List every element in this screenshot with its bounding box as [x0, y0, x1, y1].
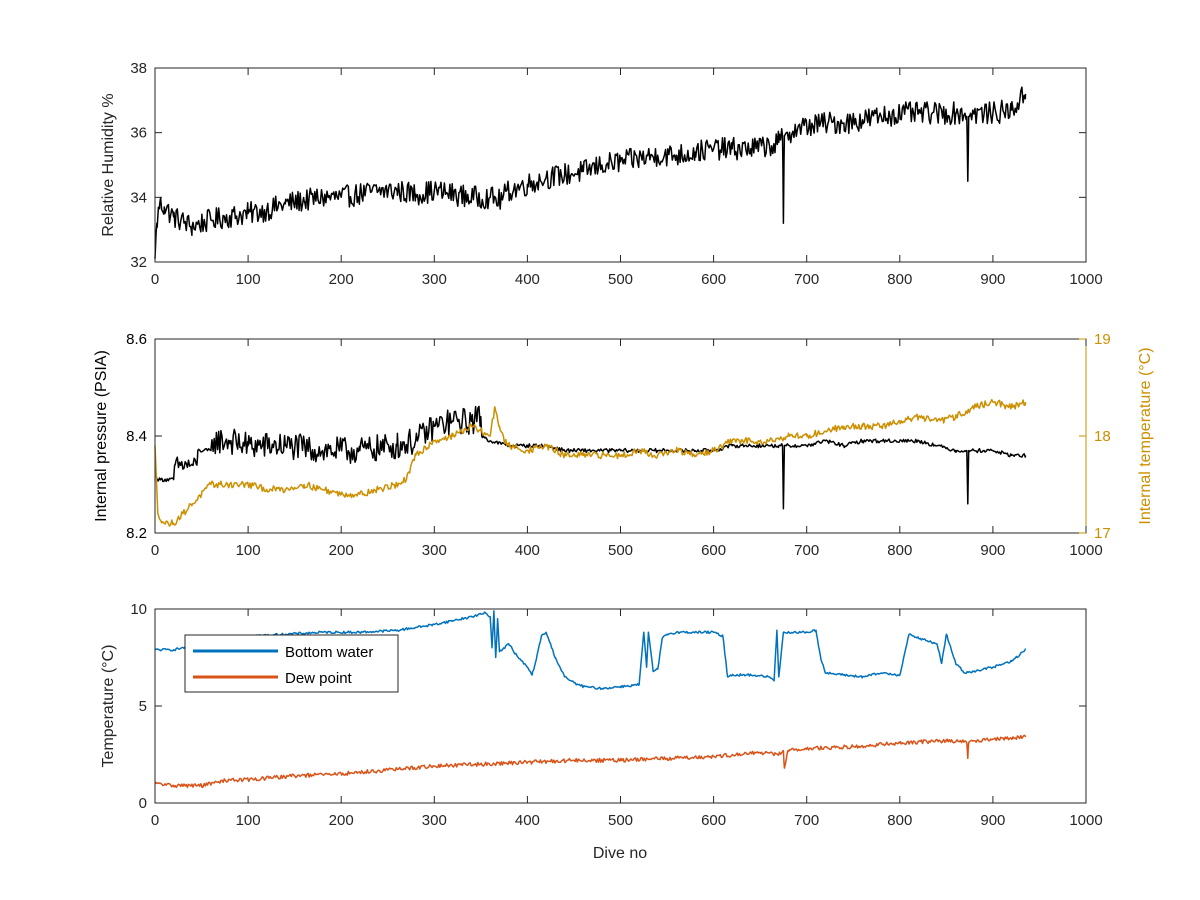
humidity-x-ticks: 0 100 200 300 400 500 600 700 800 900 1000 — [151, 68, 1103, 288]
temperature-x-ticks: 0 100 200 300 400 500 600 700 800 900 1000 — [151, 609, 1103, 829]
pressure-series-0-line — [154, 405, 1027, 510]
temperature-right-y-tick-label: 17 — [1094, 525, 1111, 542]
humidity-y-ticks: 32 34 36 38 — [130, 60, 1086, 271]
humidity-panel: 0 100 200 300 400 500 600 700 800 900 1000 3234363… — [100, 60, 1103, 288]
temperature-right-y-axis-label: Internal temperature (°C) — [1137, 347, 1154, 524]
bottom-water-line — [154, 610, 1027, 691]
humidity-x-tick-label: 200 — [329, 271, 354, 288]
pressure-panel: 0 100 200 300 400 500 600 700 800 900 1000 8.28.48… — [93, 331, 1154, 559]
pressure-x-tick-label: 100 — [236, 542, 261, 559]
humidity-y-axis-label: Relative Humidity % — [100, 93, 117, 236]
humidity-x-tick-label: 400 — [515, 271, 540, 288]
temperature-x-tick-label: 200 — [329, 812, 354, 829]
dew-point-line — [154, 734, 1027, 789]
pressure-x-tick-label: 1000 — [1069, 542, 1102, 559]
temperature-panel: 0 100 200 300 400 500 600 700 800 900 1000 0 5 10 Te… — [100, 601, 1103, 862]
temperature-x-tick-label: 900 — [980, 812, 1005, 829]
pressure-y-tick-label: 8.2 — [126, 525, 147, 542]
humidity-y-tick-label: 32 — [130, 254, 147, 271]
pressure-series-layer — [154, 398, 1027, 527]
humidity-x-tick-label: 900 — [980, 271, 1005, 288]
temperature-x-tick-label: 700 — [794, 812, 819, 829]
humidity-x-tick-label: 0 — [151, 271, 159, 288]
temperature-x-tick-label: 600 — [701, 812, 726, 829]
legend-label-dew-point: Dew point — [285, 670, 353, 687]
pressure-y-axis-label: Internal pressure (PSIA) — [93, 350, 110, 522]
humidity-series-0-line — [154, 86, 1027, 259]
pressure-x-tick-label: 200 — [329, 542, 354, 559]
temperature-right-y-tick-label: 19 — [1094, 331, 1111, 348]
humidity-y-tick-label: 34 — [130, 189, 147, 206]
humidity-x-tick-label: 800 — [887, 271, 912, 288]
pressure-x-tick-label: 400 — [515, 542, 540, 559]
legend-label-bottom-water: Bottom water — [285, 644, 373, 661]
humidity-x-tick-label: 300 — [422, 271, 447, 288]
temperature-y-tick-label: 10 — [130, 601, 147, 618]
humidity-x-tick-label: 600 — [701, 271, 726, 288]
temperature-x-tick-label: 500 — [608, 812, 633, 829]
pressure-x-tick-label: 300 — [422, 542, 447, 559]
x-axis-label: Dive no — [593, 845, 647, 862]
temperature-y-tick-label: 0 — [139, 795, 147, 812]
pressure-x-tick-label: 0 — [151, 542, 159, 559]
pressure-x-tick-label: 500 — [608, 542, 633, 559]
pressure-series-1-line — [154, 398, 1027, 527]
temperature-y-tick-label: 5 — [139, 698, 147, 715]
legend-box — [184, 634, 399, 693]
humidity-series-layer — [154, 86, 1027, 259]
pressure-x-ticks: 0 100 200 300 400 500 600 700 800 900 1000 — [151, 339, 1103, 559]
pressure-y-ticks: 8.2 8.4 8.6 — [126, 331, 162, 542]
temperature-x-tick-label: 1000 — [1069, 812, 1102, 829]
temperature-y-ticks: 0 5 10 — [130, 601, 1086, 812]
temperature-series-layer — [154, 610, 1027, 789]
humidity-y-tick-label: 36 — [130, 125, 147, 142]
temperature-x-tick-label: 0 — [151, 812, 159, 829]
pressure-x-tick-label: 900 — [980, 542, 1005, 559]
humidity-x-tick-label: 500 — [608, 271, 633, 288]
temperature-right-y-ticks: 17 18 19 — [1079, 331, 1111, 542]
humidity-x-tick-label: 1000 — [1069, 271, 1102, 288]
pressure-x-tick-label: 700 — [794, 542, 819, 559]
pressure-x-tick-label: 600 — [701, 542, 726, 559]
pressure-y-tick-label: 8.6 — [126, 331, 147, 348]
humidity-x-tick-label: 100 — [236, 271, 261, 288]
temperature-right-y-tick-label: 18 — [1094, 428, 1111, 445]
humidity-x-tick-label: 700 — [794, 271, 819, 288]
temperature-x-tick-label: 100 — [236, 812, 261, 829]
temperature-x-tick-label: 400 — [515, 812, 540, 829]
temperature-x-tick-label: 800 — [887, 812, 912, 829]
pressure-y-tick-label: 8.4 — [126, 428, 147, 445]
humidity-y-tick-label: 38 — [130, 60, 147, 77]
temperature-x-tick-label: 300 — [422, 812, 447, 829]
temperature-y-axis-label: Temperature (°C) — [100, 645, 117, 768]
legend: Bottom water Dew point — [184, 634, 399, 693]
pressure-x-tick-label: 800 — [887, 542, 912, 559]
